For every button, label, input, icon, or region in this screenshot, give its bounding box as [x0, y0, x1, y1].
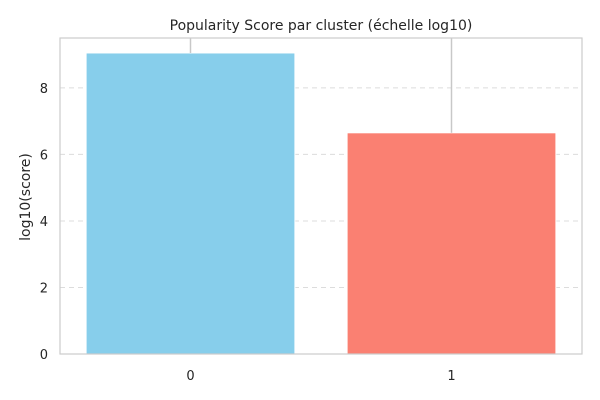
y-tick-label: 6	[40, 148, 48, 163]
y-tick-label: 2	[40, 281, 48, 296]
y-axis-label: log10(score)	[18, 153, 34, 241]
x-tick-label: 0	[186, 369, 194, 384]
plot-frame	[59, 37, 583, 355]
error-bars	[189, 38, 453, 133]
chart-title: Popularity Score par cluster (échelle lo…	[170, 18, 473, 34]
bar	[346, 132, 557, 355]
x-tick-label: 1	[447, 369, 455, 384]
bars	[85, 52, 557, 355]
y-ticks: 0 2 4 6 8	[40, 82, 48, 363]
bar	[85, 52, 296, 355]
y-tick-label: 4	[40, 215, 48, 230]
y-tick-label: 8	[40, 82, 48, 97]
y-tick-label: 0	[40, 348, 48, 363]
